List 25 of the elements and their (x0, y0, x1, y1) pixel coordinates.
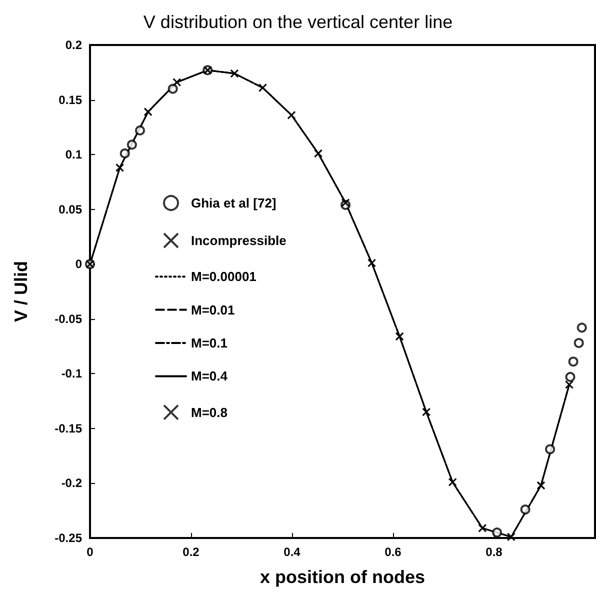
legend-label: M=0.1 (191, 336, 228, 350)
x-tick-label: 0.2 (182, 545, 200, 559)
x-axis-title: x position of nodes (260, 567, 425, 587)
y-tick-label: 0.2 (65, 38, 82, 52)
y-tick-label: -0.05 (54, 312, 82, 326)
legend-label: Ghia et al [72] (191, 196, 276, 210)
y-tick-label: -0.1 (61, 366, 82, 381)
y-axis-title: V / Ulid (11, 260, 31, 322)
legend-label: M=0.8 (191, 404, 228, 420)
legend-label: M=0.00001 (191, 269, 256, 284)
x-tick-label: 0.8 (486, 545, 503, 559)
y-tick-label: -0.25 (54, 531, 82, 545)
x-tick-label: 0.6 (384, 545, 402, 559)
x-tick-label: 0.4 (284, 545, 301, 559)
y-tick-label: 0 (75, 257, 82, 272)
legend-label: M=0.4 (191, 368, 228, 384)
y-tick-label: -0.15 (54, 421, 82, 436)
y-tick-label: 0.1 (65, 148, 82, 162)
y-tick-label: 0.15 (58, 92, 82, 107)
x-tick-label: 0 (86, 545, 94, 559)
y-tick-label: -0.2 (61, 476, 82, 490)
legend-label: Incompressible (191, 233, 286, 248)
legend-label: M=0.01 (191, 302, 235, 318)
y-tick-label: 0.05 (58, 202, 82, 216)
chart-title: V distribution on the vertical center line (143, 12, 453, 32)
